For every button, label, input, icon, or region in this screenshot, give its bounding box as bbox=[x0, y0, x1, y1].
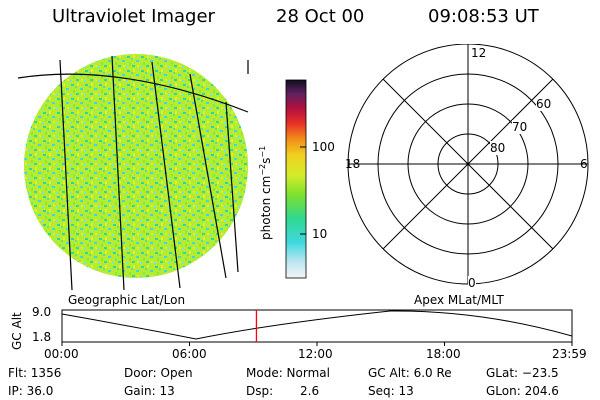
uv-image-geographic bbox=[17, 54, 249, 290]
mlt-label-12: 12 bbox=[471, 46, 487, 60]
mlt-label-6: 6 bbox=[580, 157, 588, 171]
info-ip: IP: 36.0 bbox=[8, 384, 54, 398]
mlat-label-80: 80 bbox=[490, 141, 506, 155]
geographic-grid-lines bbox=[17, 55, 249, 290]
info-glat: GLat: −23.5 bbox=[486, 366, 559, 380]
colorbar-tick-10: 10 bbox=[312, 227, 328, 241]
colorbar-unit-label: photon cm−2s−1 bbox=[258, 145, 273, 240]
mlat-label-70: 70 bbox=[512, 120, 528, 134]
info-dsp-value: 2.6 bbox=[300, 384, 320, 398]
info-seq: Seq: 13 bbox=[368, 384, 414, 398]
instrument-title: Ultraviolet Imager bbox=[52, 6, 215, 27]
gc-alt-xtick-0600: 06:00 bbox=[172, 347, 207, 361]
info-mode: Mode: Normal bbox=[246, 366, 330, 380]
info-gc-alt: GC Alt: 6.0 Re bbox=[368, 366, 452, 380]
colorbar-tick-100: 100 bbox=[312, 140, 335, 154]
gc-alt-xtick-2359: 23:59 bbox=[552, 347, 587, 361]
gc-alt-plot bbox=[61, 309, 573, 346]
info-door: Door: Open bbox=[124, 366, 193, 380]
gc-alt-ytick-1-8: 1.8 bbox=[32, 330, 52, 344]
mlat-label-60: 60 bbox=[536, 97, 552, 111]
mlt-label-18: 18 bbox=[345, 157, 361, 171]
gc-alt-xtick-1200: 12:00 bbox=[298, 347, 333, 361]
polar-plot-mlat-mlt bbox=[347, 44, 589, 285]
info-glon: GLon: 204.6 bbox=[486, 384, 559, 398]
geographic-label: Geographic Lat/Lon bbox=[68, 293, 186, 307]
gc-alt-xtick-1800: 18:00 bbox=[426, 347, 461, 361]
color-bar bbox=[285, 79, 307, 279]
mlt-label-0: 0 bbox=[468, 276, 476, 290]
uv-disk bbox=[24, 54, 248, 278]
info-dsp-label: Dsp: bbox=[246, 384, 274, 398]
info-flt: Flt: 1356 bbox=[8, 366, 62, 380]
gc-alt-ylabel: GC Alt bbox=[10, 312, 24, 350]
observation-time: 09:08:53 UT bbox=[428, 6, 539, 27]
observation-date: 28 Oct 00 bbox=[276, 6, 365, 27]
apex-label: Apex MLat/MLT bbox=[414, 293, 504, 307]
info-gain: Gain: 13 bbox=[124, 384, 175, 398]
gc-alt-ytick-9: 9.0 bbox=[32, 305, 52, 319]
gc-alt-xtick-0000: 00:00 bbox=[44, 347, 79, 361]
